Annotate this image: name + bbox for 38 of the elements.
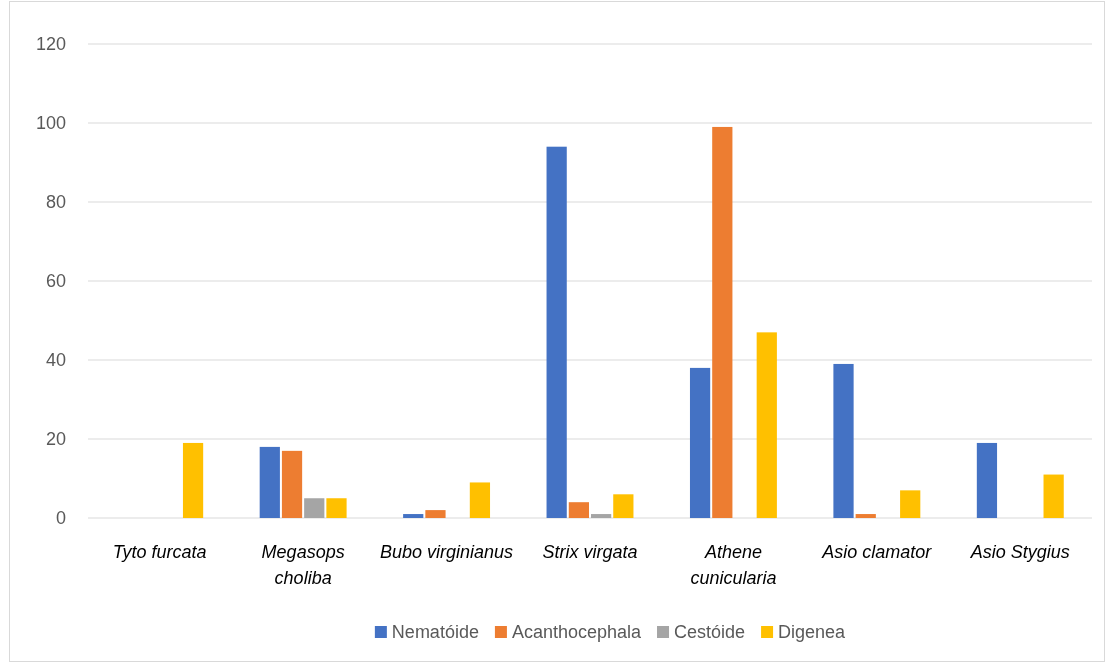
legend-label: Nematóide [391, 622, 479, 642]
bar [546, 146, 567, 518]
bar [259, 446, 280, 518]
bar [689, 367, 711, 518]
bar [900, 490, 921, 518]
x-tick-label: Asio Stygius [969, 542, 1070, 562]
bar [613, 494, 634, 518]
y-tick-label: 60 [45, 271, 66, 292]
bar [469, 482, 491, 518]
bar [756, 332, 777, 518]
bar [1043, 474, 1064, 518]
legend-label: Acanthocephala [511, 622, 643, 642]
x-tick-label: Megasops choliba [261, 542, 345, 588]
bar [425, 510, 446, 518]
y-tick-label: 100 [35, 113, 66, 134]
legend-label: Digenea [778, 622, 847, 642]
bar [591, 514, 612, 518]
bar [281, 450, 303, 518]
x-tick-label: Asio clamator [821, 542, 933, 562]
bar [182, 442, 204, 518]
bar [855, 514, 876, 518]
y-tick-label: 0 [55, 508, 66, 529]
y-tick-label: 20 [45, 429, 66, 450]
y-tick-label: 40 [45, 350, 66, 371]
bar [712, 126, 733, 518]
bar [976, 442, 998, 518]
legend-label: Cestóide [674, 622, 746, 642]
bar [568, 502, 589, 518]
bar [304, 498, 325, 518]
bar [403, 514, 424, 518]
y-tick-label: 120 [35, 34, 66, 55]
x-tick-label: Bubo virginianus [380, 542, 514, 562]
x-tick-label: Strix virgata [542, 542, 638, 562]
x-tick-label: Tyto furcata [112, 542, 207, 562]
x-tick-label: Athene cunicularia [690, 542, 777, 588]
y-tick-label: 80 [45, 192, 66, 213]
bar [833, 363, 854, 518]
bar [326, 498, 347, 518]
